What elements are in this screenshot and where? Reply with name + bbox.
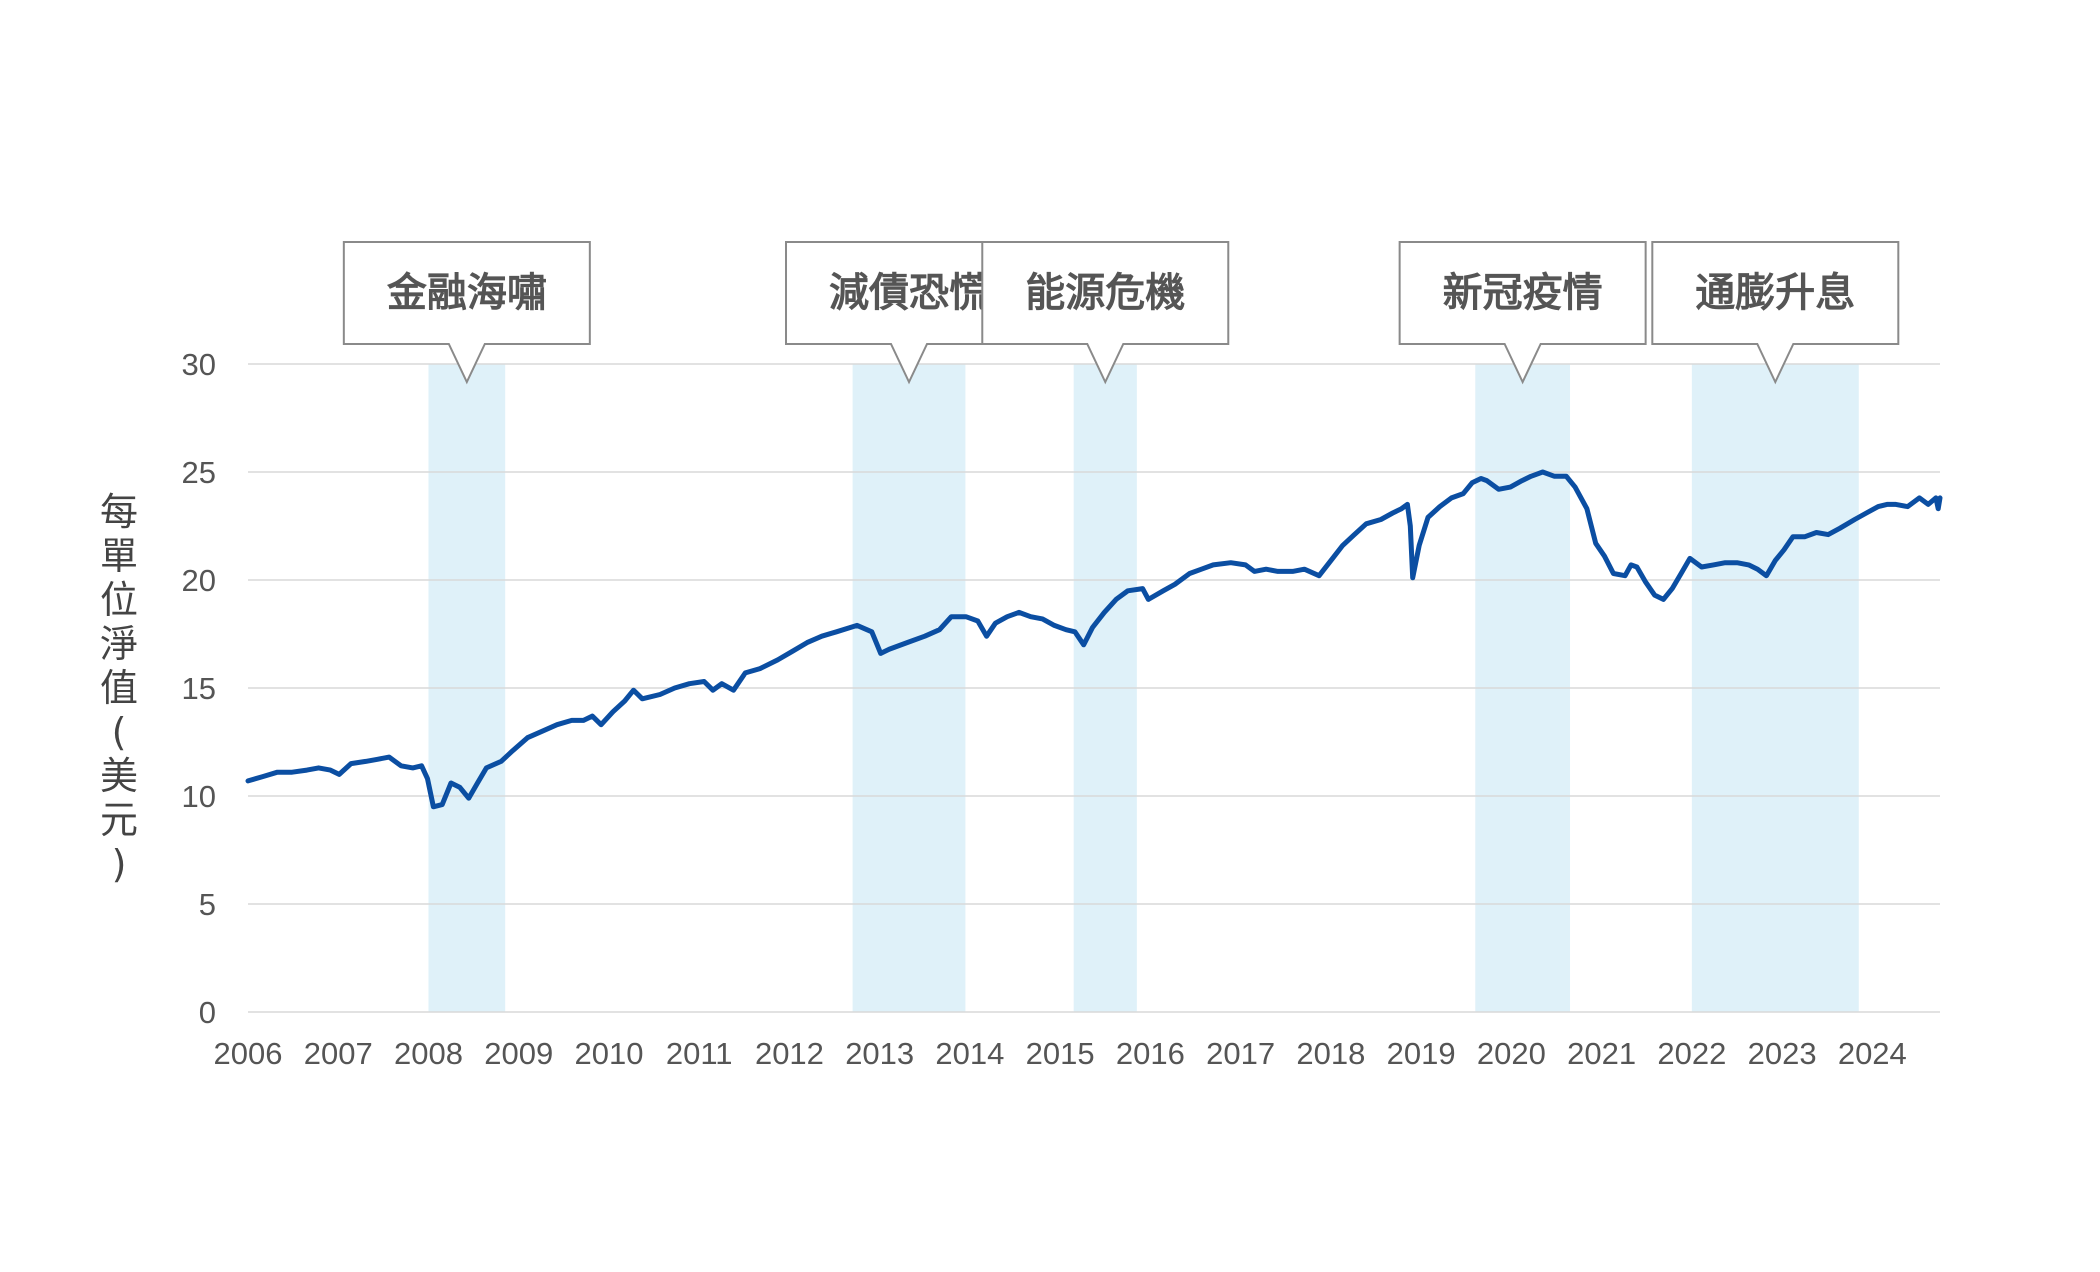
callouts: 金融海嘯 減債恐慌 能源危機 新冠疫情 通膨升息 xyxy=(342,241,1900,385)
y-axis-label-char: 美 xyxy=(100,754,138,798)
callout-box xyxy=(981,241,1230,385)
x-tick-label: 2013 xyxy=(845,1036,914,1071)
y-axis-label-char: 單 xyxy=(100,534,138,578)
y-axis-label-char: 值 xyxy=(100,666,138,710)
x-tick-label: 2017 xyxy=(1206,1036,1275,1071)
x-tick-label: 2024 xyxy=(1838,1036,1907,1071)
x-tick-label: 2010 xyxy=(574,1036,643,1071)
x-tick-label: 2008 xyxy=(394,1036,463,1071)
y-tick-label: 0 xyxy=(199,995,216,1030)
y-tick-label: 20 xyxy=(182,563,216,598)
callout-label: 通膨升息 xyxy=(1695,270,1855,316)
x-tick-label: 2011 xyxy=(666,1036,733,1071)
y-tick-label: 25 xyxy=(182,455,216,490)
callout-label: 新冠疫情 xyxy=(1443,270,1603,316)
y-axis-ticks: 0 5 10 15 20 25 30 xyxy=(182,347,216,1030)
x-tick-label: 2020 xyxy=(1477,1036,1546,1071)
y-axis-label-char: ) xyxy=(112,842,127,886)
x-tick-label: 2014 xyxy=(935,1036,1004,1071)
x-tick-label: 2018 xyxy=(1296,1036,1365,1071)
y-tick-label: 30 xyxy=(182,347,216,382)
x-tick-label: 2023 xyxy=(1748,1036,1817,1071)
y-axis-label-char: ( xyxy=(112,710,127,754)
y-axis-label-char: 淨 xyxy=(100,622,138,666)
callout-label: 減債恐慌 xyxy=(829,270,989,316)
callout-box xyxy=(1398,241,1647,385)
nav-line xyxy=(245,469,1943,810)
series-layer xyxy=(245,469,1943,810)
x-tick-label: 2021 xyxy=(1567,1036,1636,1071)
y-tick-label: 10 xyxy=(182,779,216,814)
y-axis-label: 每單位淨值(美元) xyxy=(100,490,138,886)
y-axis-label-char: 元 xyxy=(100,798,138,842)
callout-label: 能源危機 xyxy=(1025,270,1185,316)
x-tick-label: 2012 xyxy=(755,1036,824,1071)
x-tick-label: 2009 xyxy=(484,1036,553,1071)
x-tick-label: 2015 xyxy=(1026,1036,1095,1071)
callout-box xyxy=(342,241,591,385)
x-tick-label: 2022 xyxy=(1657,1036,1726,1071)
y-tick-label: 15 xyxy=(182,671,216,706)
x-tick-label: 2006 xyxy=(214,1036,283,1071)
y-axis-label-char: 每 xyxy=(100,490,138,534)
x-axis-ticks: 2006 2007 2008 2009 2010 2011 2012 2013 2014 2015… xyxy=(214,1036,1907,1071)
x-tick-label: 2019 xyxy=(1387,1036,1456,1071)
y-axis-label-char: 位 xyxy=(100,578,138,622)
gridlines xyxy=(248,363,1940,1013)
callout-label: 金融海嘯 xyxy=(386,270,547,316)
y-tick-label: 5 xyxy=(199,887,216,922)
callout-box xyxy=(1651,241,1900,385)
x-tick-label: 2016 xyxy=(1116,1036,1185,1071)
x-tick-label: 2007 xyxy=(304,1036,373,1071)
